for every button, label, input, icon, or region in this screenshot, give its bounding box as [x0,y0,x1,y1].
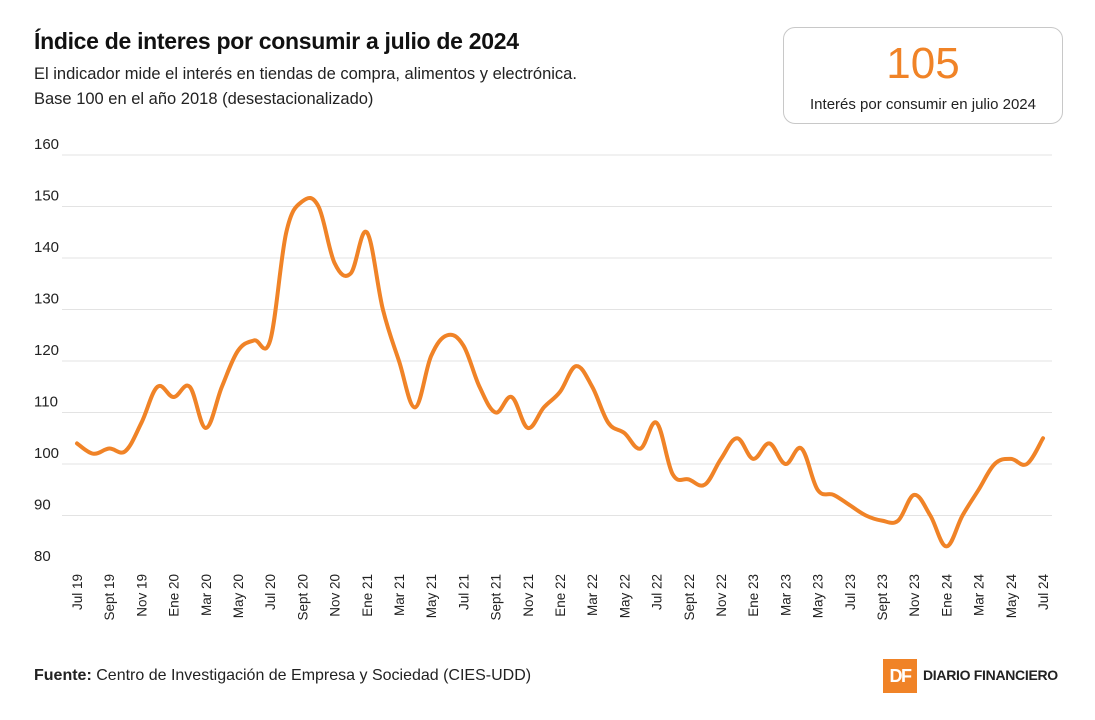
x-tick-label: May 21 [424,574,439,618]
series-group [75,196,1045,549]
x-tick-label: Nov 20 [328,574,343,617]
chart-subtitle: El indicador mide el interés en tiendas … [34,62,577,112]
x-tick-label: Jul 21 [456,574,471,610]
x-tick-label: May 24 [1004,574,1019,619]
x-tick-label: Mar 20 [199,574,214,616]
source-label: Fuente: [34,667,92,684]
x-tick-label: Jul 23 [843,574,858,610]
x-tick-label: Sept 23 [875,574,890,621]
y-axis-tick-labels: 80 90 100 110 120 130 140 150 160 [34,136,59,565]
y-tick-label: 80 [34,548,51,565]
x-tick-label: Jul 20 [263,574,278,610]
y-tick-label: 90 [34,497,51,514]
y-tick-label: 100 [34,445,59,462]
x-axis-tick-labels: Jul 19 Sept 19 Nov 19 Ene 20 Mar 20 May 20 Jul… [70,574,1051,621]
grid-lines [62,154,1052,516]
x-tick-label: Mar 23 [778,574,793,616]
kpi-label: Interés por consumir en julio 2024 [810,96,1036,113]
y-tick-label: 150 [34,188,59,205]
chart-title: Índice de interes por consumir a julio d… [34,28,519,54]
y-tick-label: 140 [34,239,59,256]
y-tick-label: 120 [34,342,59,359]
x-tick-label: Ene 22 [553,574,568,617]
x-tick-label: Mar 22 [585,574,600,616]
x-tick-label: Sept 22 [682,574,697,621]
x-tick-label: Nov 23 [907,574,922,617]
x-tick-label: May 23 [811,574,826,618]
kpi-value: 105 [886,39,960,88]
x-tick-label: Nov 22 [714,574,729,617]
x-tick-label: May 20 [231,574,246,618]
x-tick-label: Jul 19 [70,574,85,610]
x-tick-label: Ene 23 [746,574,761,617]
brand-logo: DF DIARIO FINANCIERO [883,659,1068,693]
x-tick-label: Sept 19 [102,574,117,621]
source-note: Fuente: Centro de Investigación de Empre… [34,667,531,685]
y-tick-label: 160 [34,136,59,153]
subtitle-line-1: El indicador mide el interés en tiendas … [34,65,577,83]
x-tick-label: Jul 22 [650,574,665,610]
series-line [75,196,1045,549]
x-tick-label: Jul 24 [1036,574,1051,611]
x-tick-label: Sept 20 [295,574,310,621]
source-text: Centro de Investigación de Empresa y Soc… [96,667,532,684]
x-tick-label: May 22 [617,574,632,618]
y-tick-label: 110 [34,394,58,411]
x-tick-label: Nov 19 [134,574,149,617]
y-tick-label: 130 [34,291,59,308]
x-tick-label: Sept 21 [489,574,504,621]
x-tick-label: Mar 24 [972,574,987,617]
x-tick-label: Ene 21 [360,574,375,617]
kpi-card: 105 Interés por consumir en julio 2024 [783,27,1063,124]
x-tick-label: Ene 24 [939,574,954,617]
subtitle-line-2: Base 100 en el año 2018 (desestacionaliz… [34,90,374,108]
brand-name: DIARIO FINANCIERO [923,667,1058,683]
x-tick-label: Mar 21 [392,574,407,616]
brand-badge: DF [883,659,917,693]
x-tick-label: Nov 21 [521,574,536,617]
x-tick-label: Ene 20 [167,574,182,617]
